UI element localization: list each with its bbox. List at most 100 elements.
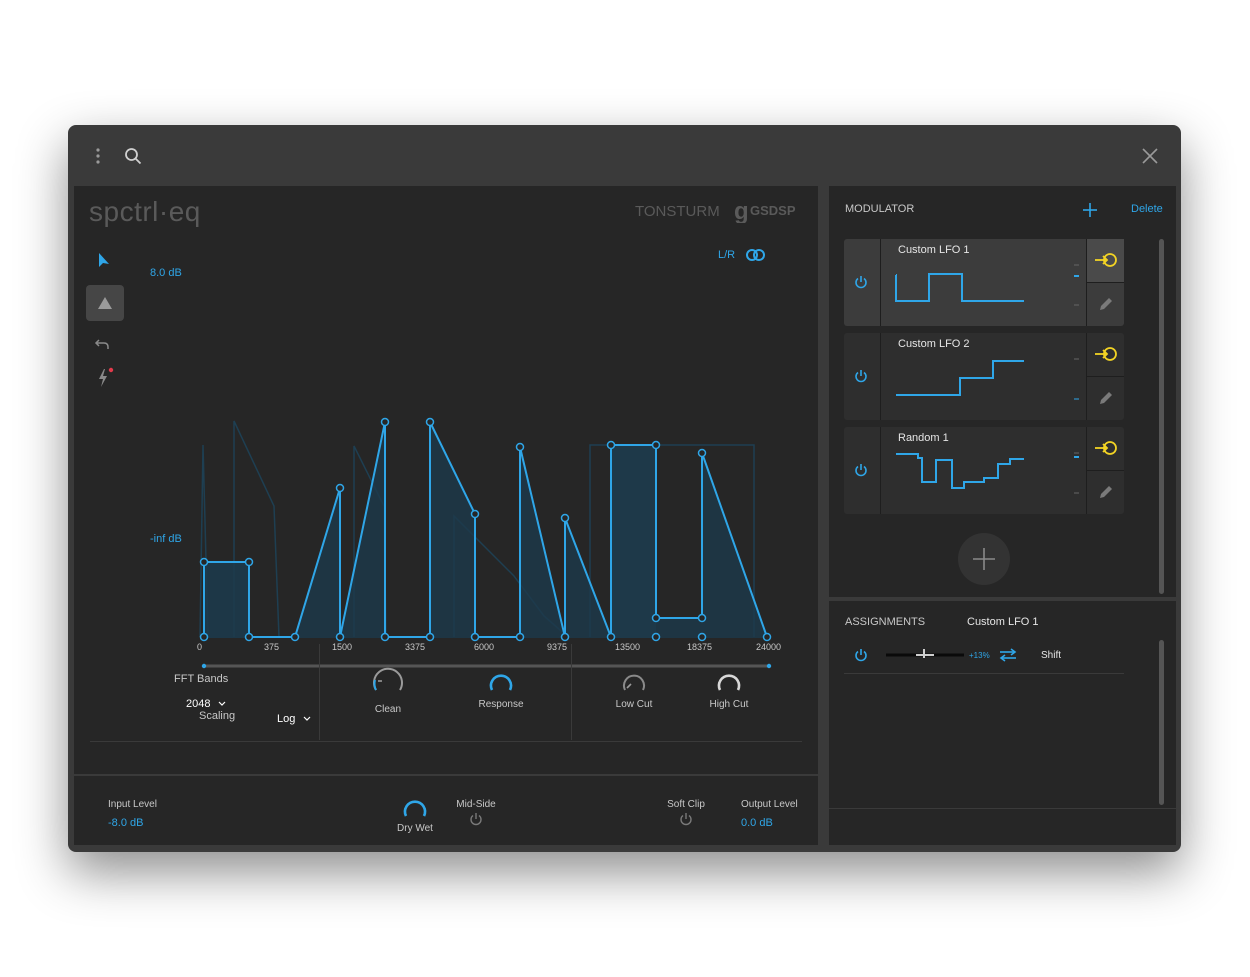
assignments-header: ASSIGNMENTS xyxy=(845,616,926,628)
divider-vertical xyxy=(571,644,572,740)
response-label: Response xyxy=(478,699,524,710)
assignments-panel xyxy=(829,601,1176,845)
modulator-card[interactable]: Custom LFO 1 xyxy=(844,239,1124,326)
dry-wet-label: Dry Wet xyxy=(397,823,433,834)
divider-vertical xyxy=(319,644,320,740)
x-tick: 24000 xyxy=(756,642,782,652)
input-level-value[interactable]: -8.0 dB xyxy=(108,817,144,829)
gs-logo-icon: g xyxy=(734,198,749,225)
pointer-tool-icon[interactable] xyxy=(97,252,111,268)
power-icon[interactable] xyxy=(854,648,868,662)
add-modulator-icon[interactable] xyxy=(1082,202,1098,218)
soft-clip-label: Soft Clip xyxy=(667,799,705,810)
x-tick: 13500 xyxy=(615,642,641,652)
max-db-label: 8.0 dB xyxy=(150,267,182,279)
mid-side-label: Mid-Side xyxy=(456,799,496,810)
response-knob[interactable] xyxy=(487,668,515,696)
x-tick: 9375 xyxy=(547,642,568,652)
modulator-card[interactable]: Random 1 xyxy=(844,427,1124,514)
undo-icon[interactable] xyxy=(94,337,110,351)
assignments-selected: Custom LFO 1 xyxy=(967,616,1039,628)
input-level-label: Input Level xyxy=(108,799,157,810)
assignment-target: Shift xyxy=(1041,650,1062,661)
close-icon[interactable] xyxy=(1141,147,1159,165)
chevron-down-icon xyxy=(215,694,226,711)
x-axis: 0 375 1500 3375 6000 9375 13500 18375 24… xyxy=(74,642,818,656)
dry-wet-knob[interactable] xyxy=(401,794,429,822)
low-cut-label: Low Cut xyxy=(615,699,653,710)
modulator-name: Custom LFO 1 xyxy=(898,244,970,256)
plus-icon xyxy=(972,547,996,571)
link-channels-icon[interactable] xyxy=(745,248,767,262)
controls-section xyxy=(74,742,818,774)
modulator-name: Random 1 xyxy=(898,432,949,444)
level-ticks xyxy=(1074,452,1079,494)
min-db-label: -inf dB xyxy=(150,533,182,545)
modulator-card[interactable]: Custom LFO 2 xyxy=(844,333,1124,420)
lfo-waveform xyxy=(895,273,1024,302)
amount-slider[interactable] xyxy=(886,648,966,662)
power-icon[interactable] xyxy=(854,369,868,383)
lightning-icon[interactable] xyxy=(96,367,114,389)
clean-knob[interactable] xyxy=(370,662,406,698)
brand-gsdsp: GSDSP xyxy=(750,203,796,218)
low-cut-knob[interactable] xyxy=(620,668,648,696)
triangle-icon xyxy=(97,296,113,310)
bottom-strip: Input Level -8.0 dB Dry Wet Mid-Side Sof… xyxy=(74,776,818,845)
link-target-icon xyxy=(1094,251,1118,269)
eq-band-fills xyxy=(204,422,767,638)
divider xyxy=(90,741,802,742)
power-icon[interactable] xyxy=(854,275,868,289)
pencil-icon xyxy=(1098,484,1114,500)
pencil-icon xyxy=(1098,296,1114,312)
high-cut-label: High Cut xyxy=(709,699,749,710)
brand-tonsturm: TONSTURM xyxy=(635,203,720,220)
output-level-value[interactable]: 0.0 dB xyxy=(741,817,773,829)
modulator-header: MODULATOR xyxy=(845,203,915,215)
scaling-value: Log xyxy=(277,713,296,725)
x-tick: 375 xyxy=(264,642,280,652)
random-waveform xyxy=(896,453,1024,489)
eq-ghost-curve xyxy=(199,420,755,638)
lfo-waveform xyxy=(896,360,1024,396)
control-row: FFT Bands 2048 Clean Response Low Cut Hi… xyxy=(74,630,818,774)
modulator-name: Custom LFO 2 xyxy=(898,338,970,350)
scaling-dropdown[interactable]: Log xyxy=(277,709,311,727)
delete-button[interactable]: Delete xyxy=(1131,203,1163,215)
x-tick: 1500 xyxy=(332,642,353,652)
modulator-scrollbar[interactable] xyxy=(1159,239,1164,594)
high-cut-knob[interactable] xyxy=(715,668,743,696)
eq-nodes[interactable] xyxy=(199,417,772,642)
output-level-label: Output Level xyxy=(741,799,798,810)
divider xyxy=(829,808,1176,809)
shape-tool-button[interactable] xyxy=(86,285,124,321)
x-tick: 6000 xyxy=(474,642,495,652)
add-modulator-button[interactable] xyxy=(958,533,1010,585)
pencil-icon xyxy=(1098,390,1114,406)
more-options-icon[interactable] xyxy=(92,147,104,165)
link-target-icon xyxy=(1094,345,1118,363)
eq-curve[interactable] xyxy=(203,421,768,638)
assignments-scrollbar[interactable] xyxy=(1159,640,1164,805)
fft-bands-dropdown[interactable]: 2048 xyxy=(186,694,226,712)
chevron-down-icon xyxy=(300,709,311,726)
plugin-window: spctrl·eq TONSTURM g GSDSP L/R 8.0 dB -i… xyxy=(68,125,1181,852)
fft-bands-label: FFT Bands xyxy=(174,673,229,685)
assignment-row[interactable]: +13% Shift xyxy=(844,641,1124,674)
link-target-icon xyxy=(1094,439,1118,457)
title-bar xyxy=(68,125,1181,185)
amount-value: +13% xyxy=(969,651,990,660)
mid-side-power-icon[interactable] xyxy=(469,812,483,826)
x-tick: 0 xyxy=(197,642,203,652)
channel-mode-label: L/R xyxy=(718,249,736,261)
eq-graph[interactable] xyxy=(74,186,818,774)
power-icon[interactable] xyxy=(854,463,868,477)
soft-clip-power-icon[interactable] xyxy=(679,812,693,826)
x-tick: 3375 xyxy=(405,642,426,652)
swap-icon[interactable] xyxy=(998,648,1018,662)
level-ticks xyxy=(1074,358,1079,400)
eq-panel: spctrl·eq TONSTURM g GSDSP L/R 8.0 dB -i… xyxy=(74,186,818,774)
level-ticks xyxy=(1074,264,1079,306)
search-icon[interactable] xyxy=(124,147,142,165)
clean-label: Clean xyxy=(374,704,402,715)
